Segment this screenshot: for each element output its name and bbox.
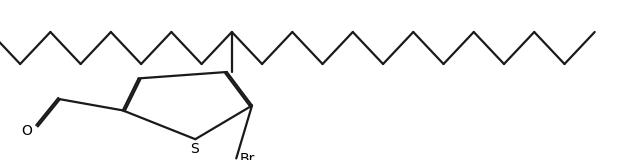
Text: Br: Br xyxy=(240,152,255,160)
Text: O: O xyxy=(21,124,32,138)
Text: S: S xyxy=(190,142,198,156)
